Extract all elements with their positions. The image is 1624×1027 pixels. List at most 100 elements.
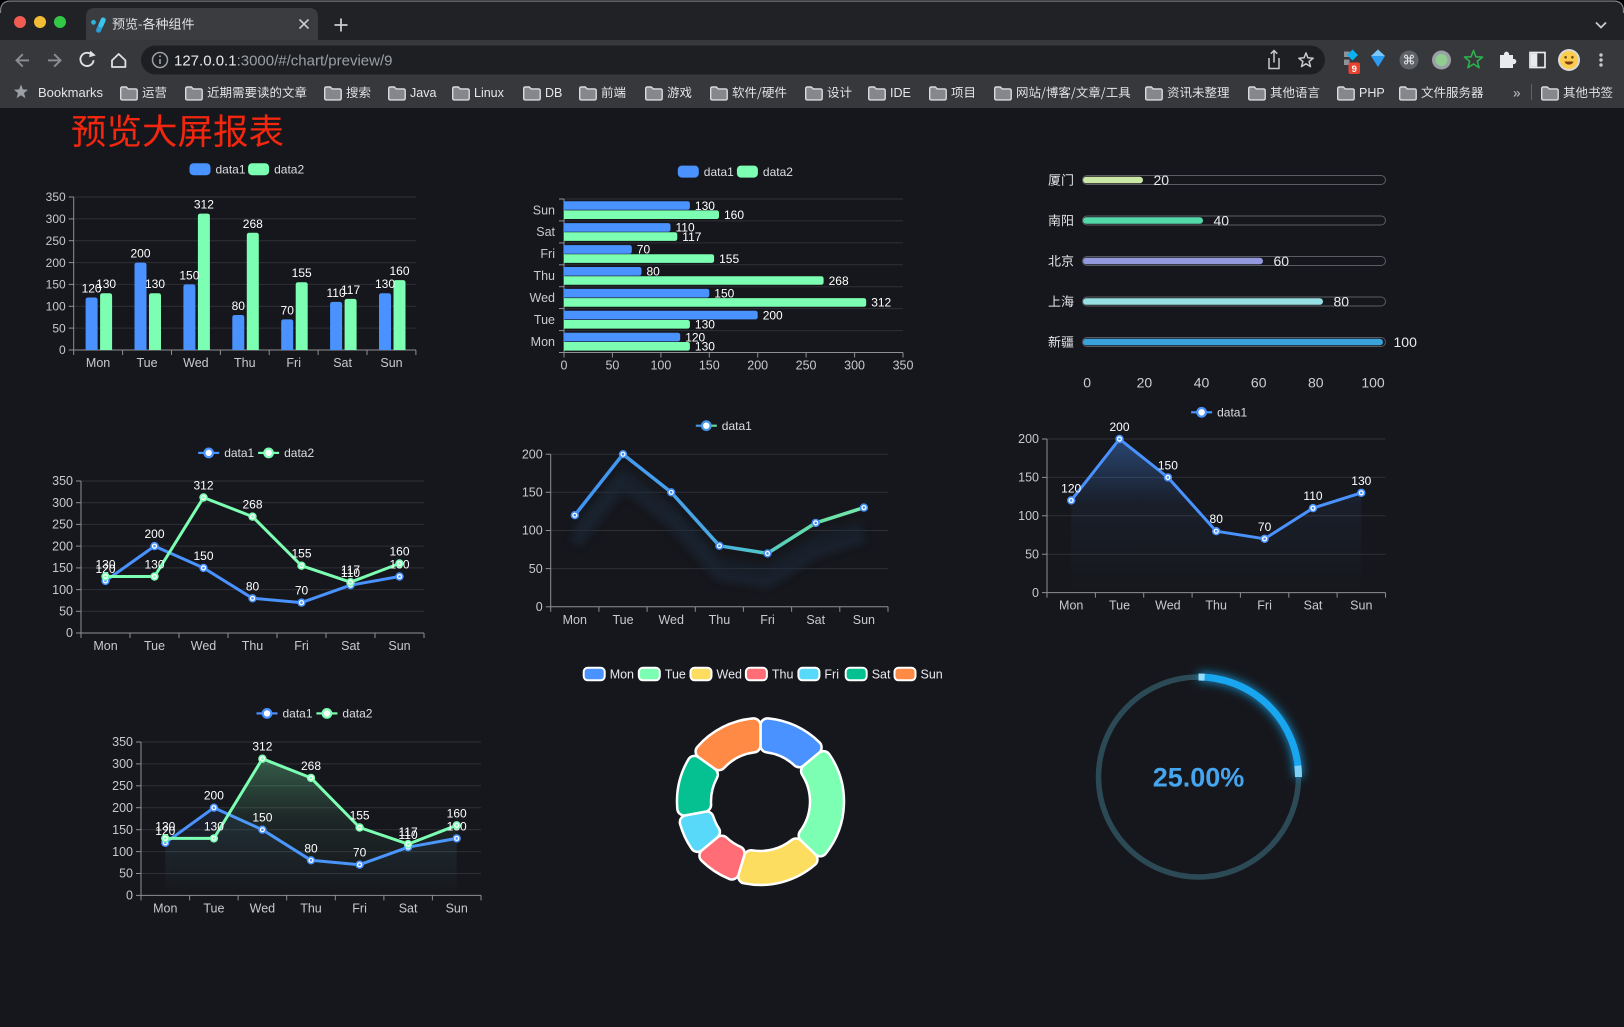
svg-text:130: 130 (145, 277, 165, 291)
svg-text:155: 155 (719, 252, 739, 266)
svg-text:250: 250 (52, 518, 73, 532)
svg-text:300: 300 (46, 212, 66, 226)
svg-text:117: 117 (341, 563, 360, 577)
svg-text:130: 130 (204, 819, 224, 833)
svg-text:150: 150 (714, 287, 734, 301)
svg-text:Linux: Linux (474, 86, 505, 100)
svg-text:110: 110 (1303, 489, 1322, 503)
svg-text:data2: data2 (342, 707, 372, 721)
svg-text:Wed: Wed (250, 901, 276, 915)
svg-text:Sat: Sat (806, 613, 825, 627)
svg-text:100: 100 (1394, 334, 1418, 350)
svg-text:150: 150 (522, 486, 543, 500)
svg-text:Java: Java (410, 86, 436, 100)
svg-text:IDE: IDE (890, 86, 911, 100)
svg-text:Mon: Mon (531, 335, 555, 349)
svg-text:130: 130 (695, 199, 715, 213)
svg-text:Fri: Fri (824, 667, 839, 681)
svg-text:350: 350 (52, 474, 73, 488)
svg-text:Mon: Mon (610, 667, 634, 681)
svg-text:200: 200 (130, 247, 150, 261)
svg-text:Thu: Thu (242, 639, 264, 653)
svg-text:312: 312 (194, 198, 214, 212)
svg-text:200: 200 (1018, 432, 1039, 446)
svg-text:Wed: Wed (191, 639, 217, 653)
svg-text:110: 110 (399, 828, 418, 842)
svg-text:250: 250 (112, 779, 133, 793)
svg-text:80: 80 (232, 299, 246, 313)
svg-text:100: 100 (650, 359, 671, 373)
svg-text:80: 80 (1210, 512, 1224, 526)
svg-text:268: 268 (301, 759, 321, 773)
svg-text:300: 300 (844, 359, 865, 373)
svg-text:120: 120 (95, 562, 115, 576)
svg-text:0: 0 (1083, 375, 1091, 391)
svg-text:312: 312 (252, 740, 272, 754)
svg-text:120: 120 (155, 824, 175, 838)
svg-text:150: 150 (52, 561, 73, 575)
svg-text:60: 60 (1251, 375, 1267, 391)
svg-text:155: 155 (292, 266, 312, 280)
svg-text:data1: data1 (224, 446, 254, 460)
svg-text:117: 117 (399, 825, 418, 839)
svg-text:110: 110 (676, 221, 695, 235)
svg-text:Fri: Fri (1257, 599, 1272, 613)
svg-text:»: » (1513, 86, 1521, 101)
svg-text:110: 110 (341, 566, 360, 580)
svg-text:Sun: Sun (380, 356, 402, 370)
svg-text:data2: data2 (284, 446, 314, 460)
svg-text:Sun: Sun (388, 639, 410, 653)
svg-text:300: 300 (112, 757, 133, 771)
svg-text:120: 120 (685, 330, 705, 344)
svg-text:0: 0 (66, 626, 73, 640)
svg-text:Thu: Thu (1205, 599, 1227, 613)
svg-text:0: 0 (126, 889, 133, 903)
svg-text:Fri: Fri (352, 901, 367, 915)
svg-text:100: 100 (52, 583, 73, 597)
svg-text:150: 150 (1018, 471, 1039, 485)
svg-text:268: 268 (243, 217, 263, 231)
svg-text:Sat: Sat (341, 639, 360, 653)
svg-text:Sun: Sun (921, 667, 943, 681)
svg-text:70: 70 (353, 846, 367, 860)
svg-text:312: 312 (871, 296, 891, 310)
svg-text:Sat: Sat (399, 901, 418, 915)
svg-text:200: 200 (52, 539, 73, 553)
svg-text:Fri: Fri (760, 613, 775, 627)
svg-text:250: 250 (796, 359, 817, 373)
svg-text:Thu: Thu (533, 269, 555, 283)
svg-text:data2: data2 (274, 163, 304, 177)
svg-text:0: 0 (561, 359, 568, 373)
svg-text:Wed: Wed (530, 291, 556, 305)
svg-text:150: 150 (699, 359, 720, 373)
svg-text:160: 160 (447, 806, 467, 820)
svg-text:117: 117 (341, 283, 360, 297)
svg-text:200: 200 (1109, 420, 1129, 434)
svg-text:Fri: Fri (294, 639, 309, 653)
svg-text:Tue: Tue (144, 639, 165, 653)
svg-text:Wed: Wed (717, 667, 743, 681)
svg-text:data1: data1 (216, 163, 246, 177)
svg-text:Wed: Wed (183, 356, 209, 370)
svg-text:100: 100 (522, 524, 543, 538)
svg-text:100: 100 (112, 845, 133, 859)
svg-text:130: 130 (144, 558, 164, 572)
svg-text:150: 150 (112, 823, 133, 837)
svg-text:150: 150 (179, 268, 199, 282)
svg-text:Thu: Thu (772, 667, 794, 681)
svg-text:50: 50 (529, 562, 543, 576)
svg-text:0: 0 (1032, 586, 1039, 600)
svg-text:0: 0 (59, 343, 66, 357)
svg-text:350: 350 (46, 190, 66, 204)
svg-text:Tue: Tue (665, 667, 686, 681)
svg-text:Mon: Mon (563, 613, 587, 627)
svg-text:130: 130 (155, 819, 175, 833)
svg-text:0: 0 (536, 600, 543, 614)
svg-text:80: 80 (647, 265, 661, 279)
svg-text:200: 200 (112, 801, 133, 815)
svg-text:150: 150 (252, 811, 272, 825)
svg-text:150: 150 (46, 278, 66, 292)
svg-text:117: 117 (682, 230, 701, 244)
svg-text:Sat: Sat (536, 225, 555, 239)
svg-text:127.0.0.1:3000/#/chart/preview: 127.0.0.1:3000/#/chart/preview/9 (174, 52, 393, 69)
